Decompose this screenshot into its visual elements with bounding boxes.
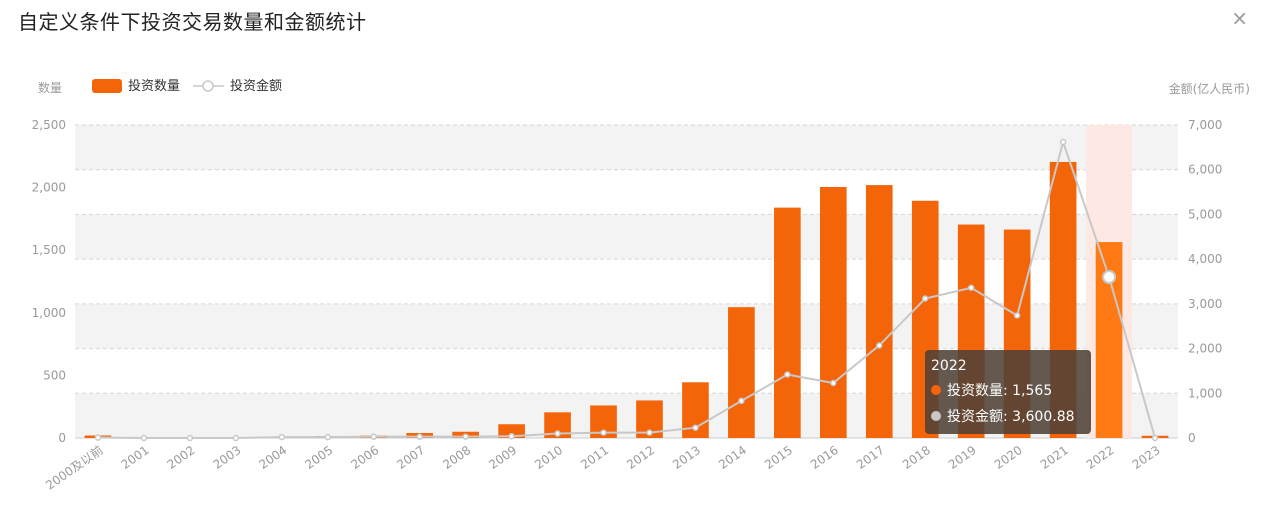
x-tick-label: 2003 bbox=[211, 443, 244, 472]
x-tick-label: 2015 bbox=[762, 443, 795, 472]
amount-point bbox=[416, 433, 423, 440]
right-tick-label: 2,000 bbox=[1188, 342, 1222, 356]
right-tick-label: 3,000 bbox=[1188, 297, 1222, 311]
amount-point bbox=[1059, 138, 1067, 146]
right-tick-label: 0 bbox=[1188, 431, 1196, 445]
line-series bbox=[94, 138, 1159, 442]
amount-point bbox=[94, 434, 102, 441]
left-tick-label: 2,500 bbox=[32, 118, 66, 132]
tooltip-title: 2022 bbox=[931, 358, 967, 374]
x-tick-label: 2023 bbox=[1130, 443, 1163, 472]
tooltip-amount-text: 投资金额: 3,600.88 bbox=[947, 409, 1075, 425]
amount-point bbox=[1151, 434, 1159, 442]
amount-point bbox=[876, 342, 883, 349]
right-tick-label: 4,000 bbox=[1188, 252, 1222, 266]
x-tick-label: 2008 bbox=[440, 443, 473, 472]
left-tick-label: 1,500 bbox=[32, 243, 66, 257]
bar bbox=[865, 185, 893, 438]
amount-point bbox=[140, 434, 148, 442]
tooltip-count-text: 投资数量: 1,565 bbox=[947, 383, 1053, 399]
x-tick-label: 2019 bbox=[946, 443, 979, 472]
x-tick-label: 2001 bbox=[119, 443, 152, 472]
amount-point bbox=[232, 434, 240, 442]
x-tick-label: 2020 bbox=[992, 443, 1025, 472]
x-tick-label: 2017 bbox=[854, 443, 887, 472]
x-tick-label: 2016 bbox=[808, 443, 841, 472]
tooltip-count-row: 投资数量: 1,565 bbox=[931, 380, 1091, 400]
tooltip: 2022 投资数量: 1,565 投资金额: 3,600.88 bbox=[925, 350, 1091, 434]
amount-point bbox=[784, 371, 791, 378]
right-tick-label: 6,000 bbox=[1188, 163, 1222, 177]
legend-amount-label[interactable]: 投资金额 bbox=[230, 78, 282, 94]
bar bbox=[498, 424, 525, 438]
x-tick-label: 2002 bbox=[165, 443, 198, 472]
grid-band bbox=[75, 303, 1178, 349]
amount-point bbox=[278, 433, 286, 441]
x-tick-label: 2012 bbox=[624, 443, 657, 472]
x-tick-label: 2013 bbox=[670, 443, 703, 472]
right-axis-name: 金额(亿人民币) bbox=[1169, 81, 1250, 96]
x-tick-label: 2000及以前 bbox=[43, 442, 106, 492]
x-tick-label: 2006 bbox=[348, 443, 381, 472]
bar bbox=[819, 186, 847, 438]
left-tick-label: 1,000 bbox=[32, 306, 66, 320]
amount-line bbox=[97, 138, 1156, 439]
x-tick-label: 2018 bbox=[900, 443, 933, 472]
x-tick-label: 2022 bbox=[1084, 443, 1117, 472]
left-axis-name: 数量 bbox=[38, 80, 62, 95]
page-title: 自定义条件下投资交易数量和金额统计 bbox=[18, 10, 367, 34]
amount-point bbox=[1102, 269, 1117, 284]
left-tick-label: 0 bbox=[58, 431, 66, 445]
amount-point bbox=[554, 430, 561, 437]
x-tick-label: 2010 bbox=[532, 443, 565, 472]
x-tick-label: 2004 bbox=[256, 443, 289, 472]
amount-point bbox=[1013, 312, 1021, 319]
amount-point bbox=[967, 284, 975, 292]
amount-point bbox=[921, 295, 929, 302]
right-tick-label: 1,000 bbox=[1188, 386, 1222, 400]
x-tick-label: 2021 bbox=[1038, 443, 1071, 472]
close-icon[interactable]: × bbox=[1231, 6, 1248, 30]
x-tick-label: 2005 bbox=[302, 443, 335, 472]
x-tick-label: 2011 bbox=[578, 443, 611, 472]
grid-band bbox=[75, 214, 1178, 260]
amount-point bbox=[370, 433, 377, 440]
amount-point bbox=[186, 434, 194, 442]
amount-point bbox=[462, 433, 469, 440]
amount-point bbox=[692, 424, 699, 431]
x-tick-label: 2009 bbox=[486, 443, 519, 472]
amount-point bbox=[324, 433, 332, 441]
legend-count-label[interactable]: 投资数量 bbox=[128, 78, 180, 94]
grid-band bbox=[75, 125, 1178, 170]
x-tick-label: 2014 bbox=[716, 443, 749, 472]
tooltip-amount-row: 投资金额: 3,600.88 bbox=[931, 406, 1091, 426]
left-tick-label: 500 bbox=[43, 368, 66, 382]
right-tick-label: 5,000 bbox=[1188, 207, 1222, 221]
amount-point bbox=[646, 429, 653, 436]
left-tick-label: 2,000 bbox=[32, 181, 66, 195]
tooltip-count-dot bbox=[931, 385, 941, 395]
legend-amount-marker[interactable] bbox=[202, 80, 214, 92]
right-tick-label: 7,000 bbox=[1188, 118, 1222, 132]
amount-point bbox=[738, 397, 745, 405]
amount-point bbox=[508, 432, 515, 440]
bar bbox=[728, 307, 755, 438]
bar bbox=[774, 207, 801, 438]
amount-point bbox=[830, 379, 837, 387]
amount-point bbox=[600, 429, 607, 436]
x-tick-label: 2007 bbox=[394, 443, 427, 472]
tooltip-amount-dot bbox=[931, 411, 941, 421]
legend-count-swatch[interactable] bbox=[92, 79, 122, 93]
